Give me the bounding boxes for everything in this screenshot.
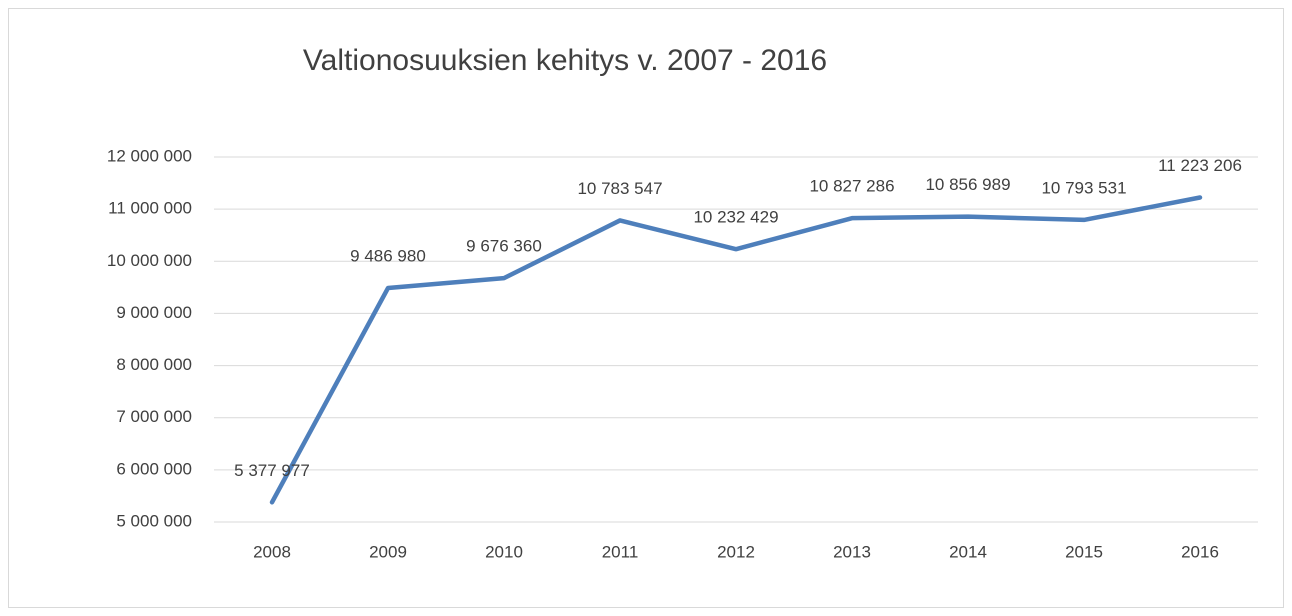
data-label: 9 676 360 [466,237,542,256]
data-label: 10 793 531 [1041,178,1126,197]
x-tick-label: 2014 [949,542,987,561]
y-tick-label: 7 000 000 [116,407,192,426]
chart-title: Valtionosuuksien kehitys v. 2007 - 2016 [303,44,827,77]
y-tick-label: 6 000 000 [116,459,192,478]
data-label: 10 827 286 [809,177,894,196]
x-tick-label: 2012 [717,542,755,561]
data-label: 10 856 989 [925,175,1010,194]
x-tick-label: 2009 [369,542,407,561]
data-label: 10 232 429 [693,208,778,227]
data-label: 9 486 980 [350,247,426,266]
y-tick-label: 10 000 000 [107,251,192,270]
data-label: 11 223 206 [1158,156,1242,175]
x-tick-label: 2008 [253,542,291,561]
y-tick-label: 9 000 000 [116,303,192,322]
y-tick-label: 5 000 000 [116,511,192,530]
y-tick-label: 12 000 000 [107,146,192,165]
chart-frame [8,8,1284,608]
x-tick-label: 2013 [833,542,871,561]
data-line [269,195,1203,505]
data-label: 10 783 547 [577,179,662,198]
x-tick-label: 2015 [1065,542,1103,561]
x-tick-label: 2011 [602,542,639,561]
x-tick-label: 2010 [485,542,523,561]
y-tick-label: 8 000 000 [116,355,192,374]
data-label: 5 377 977 [234,461,310,480]
y-tick-label: 11 000 000 [108,199,192,218]
x-tick-label: 2016 [1181,542,1219,561]
